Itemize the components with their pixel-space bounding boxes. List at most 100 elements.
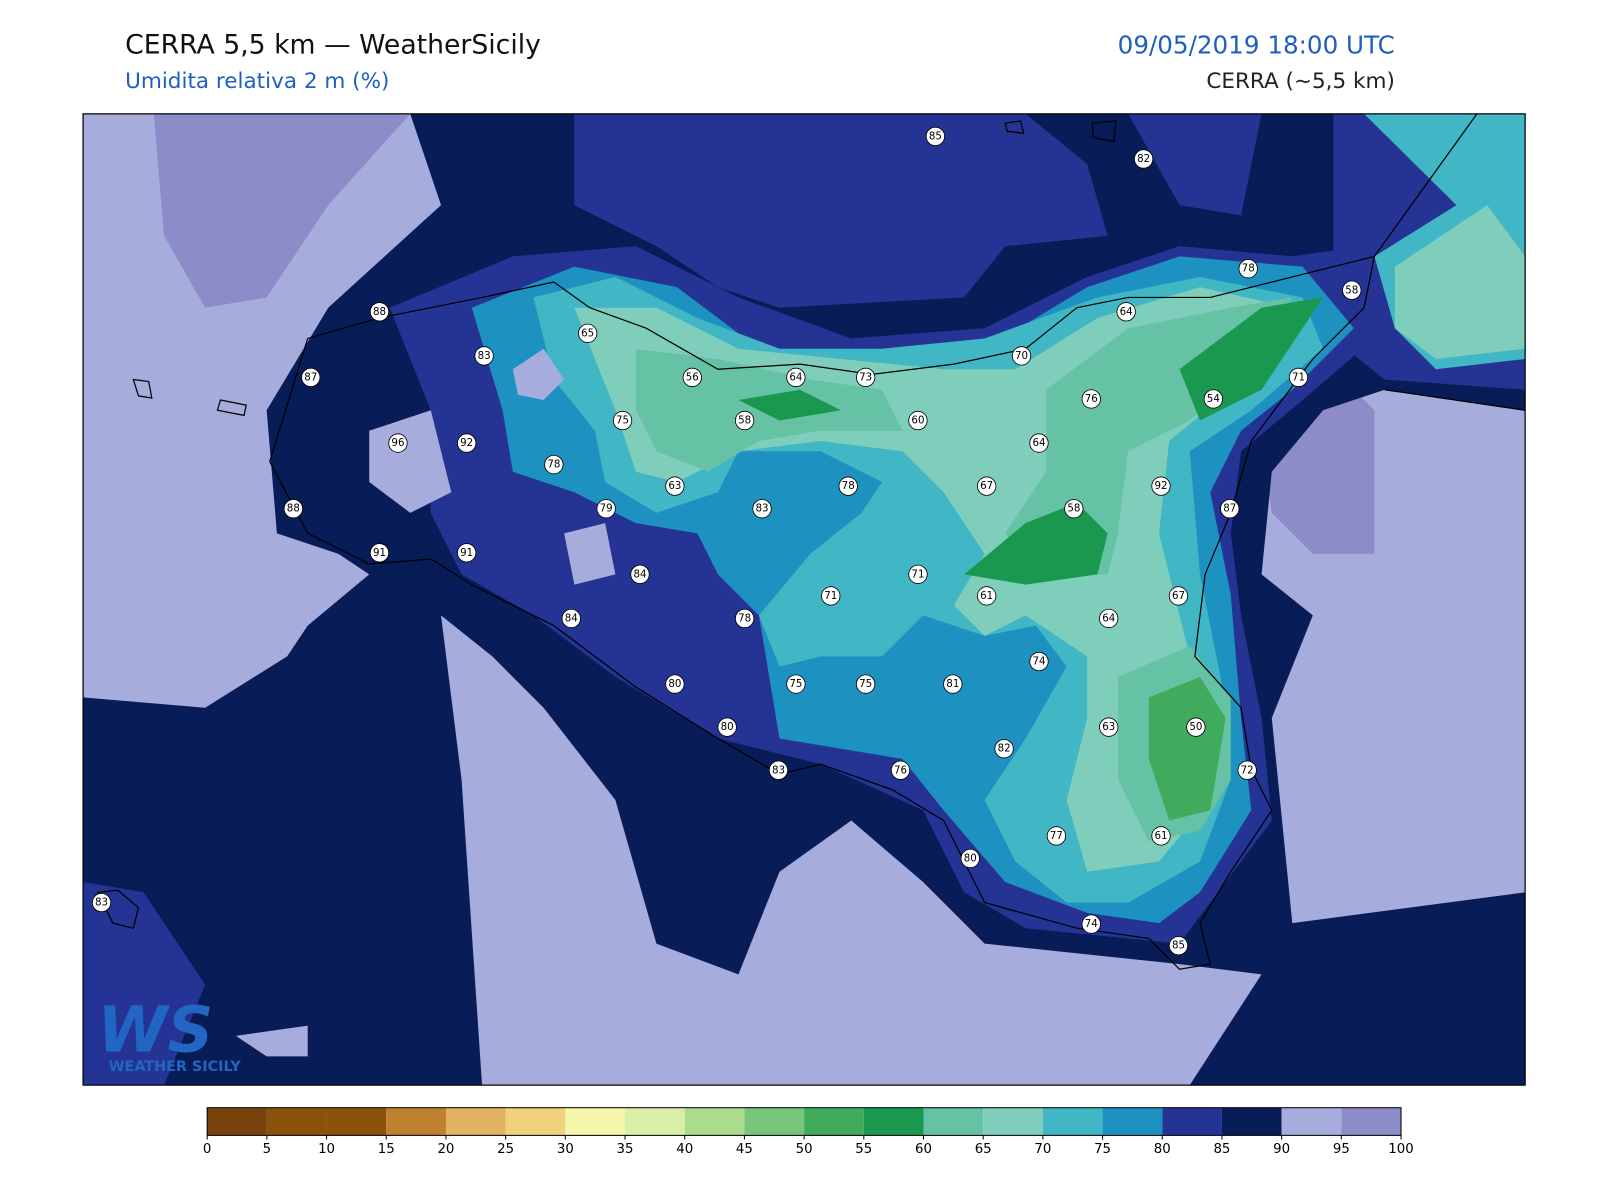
station-marker bbox=[630, 564, 650, 584]
station-marker bbox=[1099, 717, 1119, 737]
station-marker bbox=[977, 586, 997, 606]
station-value: 85 bbox=[929, 130, 942, 142]
logo-name: WEATHER SICILY bbox=[109, 1059, 242, 1075]
station-value: 83 bbox=[756, 503, 769, 515]
station-value: 84 bbox=[633, 568, 646, 580]
station-marker bbox=[1168, 586, 1189, 606]
station-value: 64 bbox=[1032, 437, 1045, 449]
station-marker bbox=[1116, 302, 1136, 322]
colorbar-tick-label: 60 bbox=[915, 1142, 932, 1157]
station-marker bbox=[752, 499, 772, 519]
station-value: 56 bbox=[686, 371, 699, 383]
map-frame bbox=[82, 113, 1526, 1086]
station-value: 96 bbox=[391, 437, 404, 449]
station-marker bbox=[474, 346, 494, 366]
station-marker bbox=[1238, 259, 1258, 279]
station-marker bbox=[578, 323, 598, 343]
station-marker bbox=[994, 739, 1014, 759]
station-marker bbox=[1011, 346, 1032, 366]
station-marker bbox=[855, 367, 876, 388]
station-value: 73 bbox=[859, 371, 872, 383]
model-label: CERRA (~5,5 km) bbox=[1206, 69, 1395, 94]
station-value: 67 bbox=[980, 480, 993, 492]
colorbar-tick-label: 30 bbox=[557, 1142, 574, 1157]
station-marker bbox=[890, 760, 911, 780]
station-marker bbox=[1151, 476, 1171, 496]
station-value: 75 bbox=[616, 415, 629, 427]
station-marker bbox=[1151, 826, 1171, 846]
station-value: 67 bbox=[1172, 590, 1185, 602]
station-value: 63 bbox=[668, 480, 681, 492]
station-marker bbox=[91, 892, 112, 913]
colorbar-tick-label: 65 bbox=[975, 1142, 992, 1157]
station-value: 81 bbox=[946, 678, 959, 690]
station-value: 72 bbox=[1241, 764, 1254, 776]
station-value: 88 bbox=[287, 503, 300, 515]
station-value: 74 bbox=[1085, 918, 1098, 930]
colorbar-bin bbox=[1162, 1107, 1222, 1136]
station-marker bbox=[1029, 651, 1049, 672]
station-marker bbox=[1288, 367, 1309, 388]
station-marker bbox=[369, 302, 390, 322]
station-value: 58 bbox=[1067, 503, 1080, 515]
station-marker bbox=[717, 717, 737, 737]
colorbar-bin bbox=[684, 1107, 745, 1136]
station-marker bbox=[388, 433, 408, 453]
colorbar-tick-label: 95 bbox=[1333, 1142, 1350, 1157]
station-value: 58 bbox=[738, 415, 751, 427]
station-value: 83 bbox=[95, 897, 108, 909]
colorbar-tick-label: 50 bbox=[796, 1142, 813, 1157]
colorbar-tick-label: 100 bbox=[1388, 1142, 1413, 1157]
station-marker bbox=[1029, 433, 1049, 453]
station-marker bbox=[457, 433, 477, 453]
station-value: 92 bbox=[460, 437, 473, 449]
station-value: 80 bbox=[668, 678, 681, 690]
station-value: 91 bbox=[373, 547, 386, 559]
station-marker bbox=[786, 367, 806, 388]
colorbar-bin bbox=[1221, 1107, 1282, 1136]
station-value: 92 bbox=[1155, 480, 1168, 492]
colorbar: 0 5 10 15 20 25 30 35 40 45 50 55 60 65 70 75 80 85 90 95 10… bbox=[203, 1107, 1414, 1157]
colorbar-bin bbox=[445, 1107, 506, 1136]
colorbar-bin bbox=[1102, 1107, 1163, 1136]
station-marker bbox=[768, 760, 789, 780]
colorbar-bin bbox=[386, 1107, 446, 1136]
station-value: 88 bbox=[373, 306, 386, 318]
station-marker bbox=[908, 410, 928, 431]
station-value: 80 bbox=[964, 852, 977, 864]
colorbar-tick-label: 5 bbox=[263, 1142, 271, 1157]
colorbar-tick-label: 75 bbox=[1094, 1142, 1111, 1157]
station-marker bbox=[960, 848, 980, 869]
station-value: 78 bbox=[738, 612, 751, 624]
station-marker bbox=[1168, 935, 1189, 956]
colorbar-tick-label: 35 bbox=[617, 1142, 634, 1157]
colorbar-tick-label: 55 bbox=[855, 1142, 872, 1157]
station-value: 58 bbox=[1345, 284, 1358, 296]
map-field bbox=[83, 113, 1526, 1086]
station-value: 87 bbox=[304, 371, 317, 383]
station-marker bbox=[665, 476, 685, 496]
station-value: 61 bbox=[980, 590, 993, 602]
station-marker bbox=[561, 608, 581, 629]
station-marker bbox=[925, 126, 946, 147]
station-marker bbox=[544, 454, 564, 475]
colorbar-tick-label: 45 bbox=[736, 1142, 753, 1157]
station-marker bbox=[734, 410, 755, 431]
colorbar-bin bbox=[923, 1107, 984, 1136]
colorbar-bin bbox=[804, 1107, 864, 1136]
datetime: 09/05/2019 18:00 UTC bbox=[1118, 30, 1395, 59]
station-marker bbox=[1046, 826, 1067, 846]
station-value: 54 bbox=[1207, 393, 1220, 405]
colorbar-bin bbox=[565, 1107, 626, 1136]
station-value: 78 bbox=[547, 459, 560, 471]
station-marker bbox=[943, 674, 963, 694]
station-value: 91 bbox=[460, 547, 473, 559]
subtitle: Umidita relativa 2 m (%) bbox=[125, 69, 389, 94]
station-value: 76 bbox=[894, 764, 907, 776]
colorbar-bin bbox=[863, 1107, 924, 1136]
station-marker bbox=[457, 543, 477, 563]
colorbar-bin bbox=[625, 1107, 685, 1136]
station-value: 83 bbox=[478, 350, 491, 362]
colorbar-tick-label: 40 bbox=[676, 1142, 693, 1157]
station-value: 75 bbox=[789, 678, 802, 690]
